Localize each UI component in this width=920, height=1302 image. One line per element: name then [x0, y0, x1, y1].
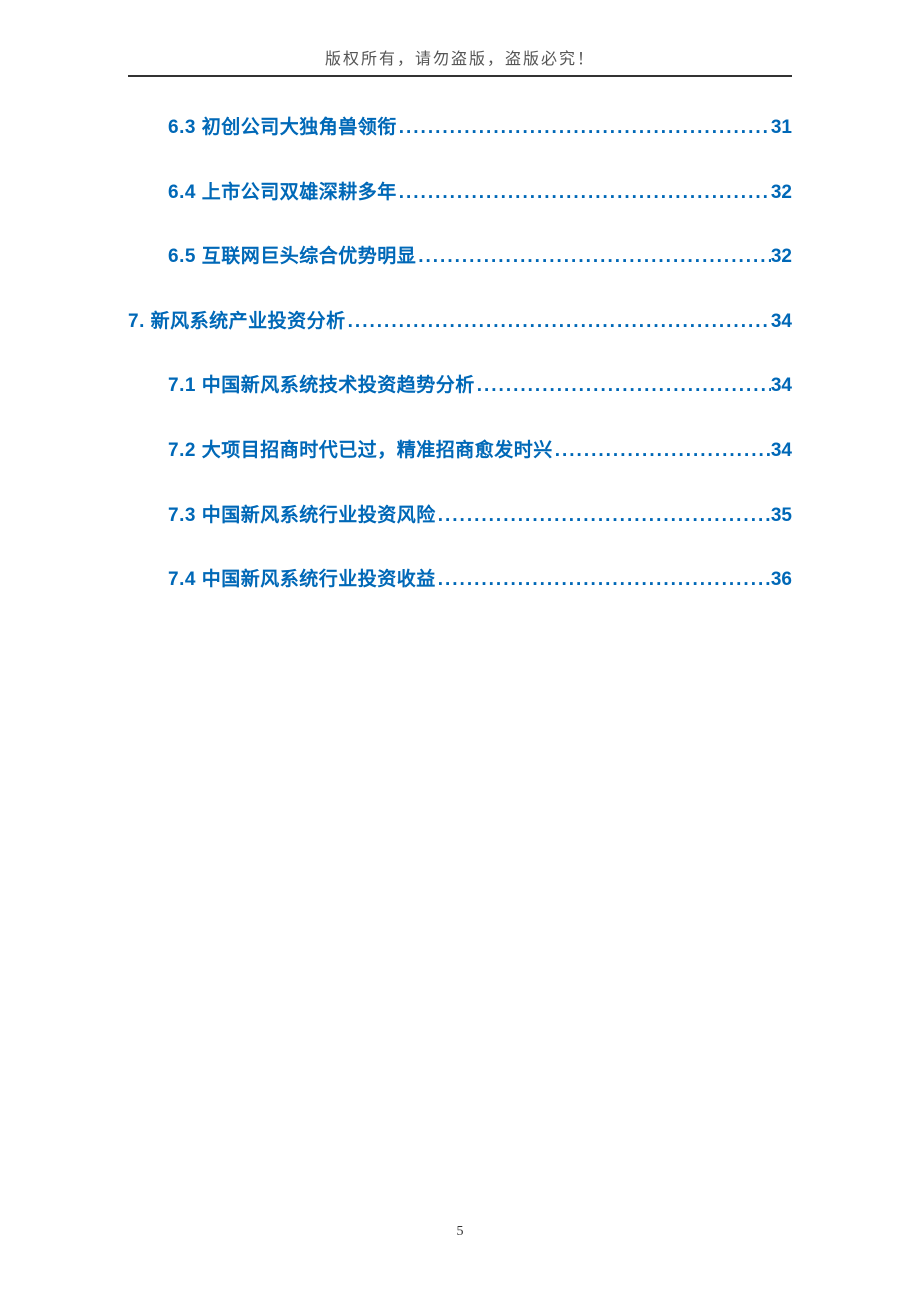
toc-page-number: 36 [771, 567, 792, 594]
toc-label: 6.3 初创公司大独角兽领衔 [168, 115, 397, 142]
document-page: 版权所有，请勿盗版，盗版必究！ 6.3 初创公司大独角兽领衔 31 6.4 上市… [0, 0, 920, 1302]
toc-label: 7.2 大项目招商时代已过，精准招商愈发时兴 [168, 438, 553, 465]
toc-label: 6.4 上市公司双雄深耕多年 [168, 180, 397, 207]
toc-entry[interactable]: 7.1 中国新风系统技术投资趋势分析 34 [128, 373, 792, 400]
toc-label: 6.5 互联网巨头综合优势明显 [168, 244, 416, 271]
toc-leader-dots [436, 567, 771, 594]
toc-entry[interactable]: 6.4 上市公司双雄深耕多年 32 [128, 180, 792, 207]
toc-entry[interactable]: 7.4 中国新风系统行业投资收益 36 [128, 567, 792, 594]
toc-entry[interactable]: 7. 新风系统产业投资分析 34 [128, 309, 792, 336]
toc-leader-dots [416, 244, 771, 271]
toc-entry[interactable]: 6.3 初创公司大独角兽领衔 31 [128, 115, 792, 142]
toc-leader-dots [397, 115, 771, 142]
toc-page-number: 35 [771, 503, 792, 530]
toc-label: 7.1 中国新风系统技术投资趋势分析 [168, 373, 475, 400]
toc-label: 7.4 中国新风系统行业投资收益 [168, 567, 436, 594]
toc-leader-dots [436, 503, 771, 530]
toc-leader-dots [475, 373, 771, 400]
toc-page-number: 34 [771, 373, 792, 400]
toc-leader-dots [346, 309, 771, 336]
toc-label: 7.3 中国新风系统行业投资风险 [168, 503, 436, 530]
toc-page-number: 31 [771, 115, 792, 142]
page-number: 5 [0, 1224, 920, 1240]
toc-entry[interactable]: 7.3 中国新风系统行业投资风险 35 [128, 503, 792, 530]
header-copyright: 版权所有，请勿盗版，盗版必究！ [128, 45, 792, 69]
toc-label: 7. 新风系统产业投资分析 [128, 309, 346, 336]
toc-leader-dots [397, 180, 771, 207]
toc-page-number: 34 [771, 309, 792, 336]
toc-entry[interactable]: 6.5 互联网巨头综合优势明显 32 [128, 244, 792, 271]
toc-page-number: 32 [771, 244, 792, 271]
toc-page-number: 34 [771, 438, 792, 465]
toc-entry[interactable]: 7.2 大项目招商时代已过，精准招商愈发时兴 34 [128, 438, 792, 465]
table-of-contents: 6.3 初创公司大独角兽领衔 31 6.4 上市公司双雄深耕多年 32 6.5 … [128, 115, 792, 594]
toc-page-number: 32 [771, 180, 792, 207]
toc-leader-dots [553, 438, 771, 465]
header-rule [128, 75, 792, 77]
